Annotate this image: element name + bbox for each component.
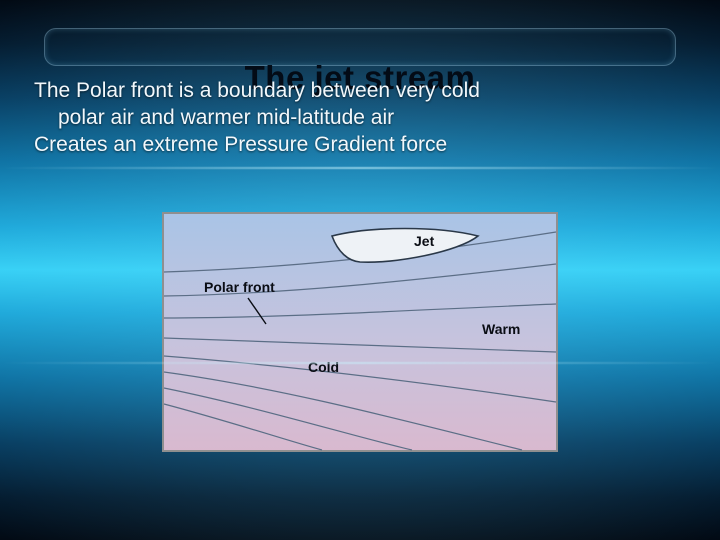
diagram-svg: Jet Polar front Cold Warm — [162, 212, 558, 452]
label-cold: Cold — [308, 359, 339, 375]
body-line-1: The Polar front is a boundary between ve… — [34, 78, 680, 105]
label-polar-front: Polar front — [204, 279, 275, 295]
body-line-2: polar air and warmer mid-latitude air — [34, 105, 680, 132]
jet-stream-diagram: Jet Polar front Cold Warm — [162, 212, 558, 452]
label-warm: Warm — [482, 321, 520, 337]
label-jet: Jet — [414, 233, 435, 249]
slide: The jet stream The Polar front is a boun… — [0, 0, 720, 540]
body-text: The Polar front is a boundary between ve… — [34, 78, 680, 159]
body-line-3: Creates an extreme Pressure Gradient for… — [34, 132, 680, 159]
